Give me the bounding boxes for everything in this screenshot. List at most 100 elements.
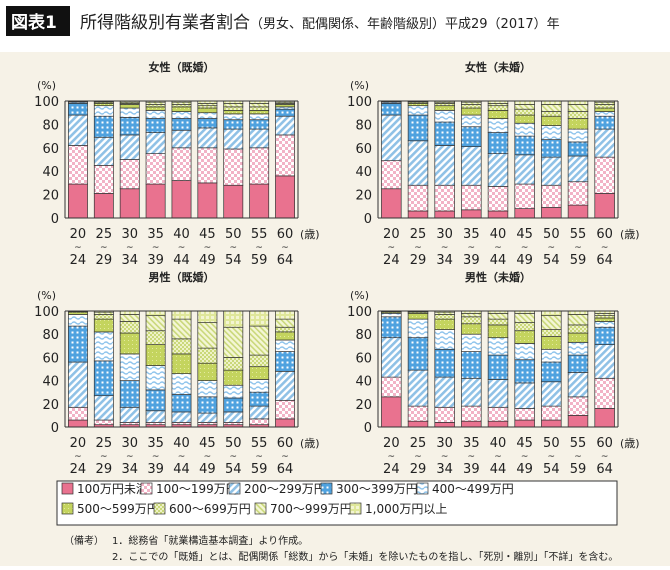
bar-segment-0 (381, 189, 401, 218)
x-axis-unit: (歳) (620, 437, 640, 450)
bar-segment-0 (435, 211, 455, 218)
bar-segment-4 (68, 314, 87, 326)
bar-segment-5 (515, 115, 535, 123)
x-tick-range-mark: ~ (574, 243, 582, 253)
legend-swatch (321, 483, 332, 494)
bar-segment-5 (224, 110, 243, 114)
bar-segment-2 (224, 412, 243, 422)
bar-segment-8 (198, 311, 217, 323)
x-tick-range-mark: ~ (281, 243, 289, 253)
bar-segment-3 (94, 116, 113, 137)
bar-segment-0 (568, 415, 588, 427)
x-tick-label-end: 29 (96, 253, 113, 268)
bar-segment-0 (595, 408, 615, 427)
x-tick-label-end: 54 (543, 253, 560, 268)
bar-segment-1 (568, 397, 588, 416)
bar-segment-6 (435, 103, 455, 105)
bar-segment-1 (381, 377, 401, 397)
bar-segment-3 (488, 355, 508, 379)
legend-item: 300～399万円 (321, 482, 418, 496)
bar-segment-6 (224, 107, 243, 111)
bar-segment-6 (595, 105, 615, 109)
bar-segment-2 (68, 115, 87, 145)
y-tick-label: 100 (34, 95, 59, 110)
legend-label: 700～999万円 (270, 502, 352, 516)
bar-segment-6 (146, 331, 165, 345)
bar-segment-0 (68, 420, 87, 427)
x-tick-range-mark: ~ (255, 243, 263, 253)
x-tick-label-start: 25 (96, 227, 113, 242)
bar-segment-1 (515, 408, 535, 420)
x-tick-label-end: 34 (121, 253, 138, 268)
x-tick-range-mark: ~ (230, 452, 238, 462)
x-tick-label-end: 39 (463, 462, 480, 477)
x-axis-unit: (歳) (620, 228, 640, 241)
x-tick-label-start: 20 (383, 436, 400, 451)
legend-item: 400～499万円 (417, 482, 514, 496)
bar-segment-6 (275, 327, 294, 332)
bar-segment-7 (224, 103, 243, 107)
bar-segment-2 (435, 377, 455, 407)
bar-segment-3 (94, 361, 113, 396)
bar-segment-5 (172, 354, 191, 374)
x-tick-label-start: 20 (383, 227, 400, 242)
bar-segment-5 (198, 363, 217, 380)
bar-segment-6 (488, 319, 508, 325)
bar-segment-4 (198, 113, 217, 119)
x-tick-label-start: 55 (570, 227, 587, 242)
x-tick-label-end: 64 (277, 253, 294, 268)
x-tick-label-end: 29 (410, 253, 427, 268)
bar-segment-0 (224, 185, 243, 218)
bar-segment-3 (275, 109, 294, 116)
bar-segment-2 (568, 372, 588, 396)
bar-segment-0 (515, 420, 535, 427)
bar-segment-6 (146, 105, 165, 107)
bar-segment-4 (94, 332, 113, 361)
bar-segment-4 (541, 349, 561, 362)
bar-segment-1 (435, 407, 455, 422)
bar-segment-2 (198, 128, 217, 148)
bar-segment-7 (146, 102, 165, 104)
bar-segment-3 (68, 103, 87, 115)
bar-segment-6 (541, 330, 561, 337)
bar-segment-3 (198, 119, 217, 128)
bar-segment-1 (541, 185, 561, 207)
x-tick-label-start: 30 (436, 227, 453, 242)
bar-segment-8 (224, 311, 243, 327)
x-tick-label-end: 54 (225, 462, 242, 477)
bar-segment-7 (595, 102, 615, 104)
bar-segment-7 (568, 314, 588, 324)
bar-segment-5 (435, 106, 455, 111)
bar-segment-4 (515, 343, 535, 359)
x-tick-label-start: 20 (70, 436, 87, 451)
bar-segment-0 (488, 421, 508, 427)
x-tick-label-end: 39 (147, 253, 164, 268)
y-tick-label: 100 (34, 305, 59, 320)
y-tick-label: 20 (355, 398, 372, 413)
bar-segment-4 (568, 129, 588, 142)
x-tick-label-end: 44 (490, 253, 507, 268)
bar-segment-7 (250, 103, 269, 107)
bar-segment-1 (94, 165, 113, 193)
legend-label: 200～299万円 (244, 482, 326, 496)
bar-segment-1 (68, 407, 87, 420)
x-tick-range-mark: ~ (601, 452, 609, 462)
legend-item: 600～699万円 (154, 502, 251, 516)
bar-segment-1 (146, 154, 165, 184)
bar-segment-1 (120, 160, 139, 189)
bar-segment-7 (172, 102, 191, 104)
y-tick-label: 0 (51, 212, 59, 227)
bar-segment-1 (595, 378, 615, 408)
bar-segment-0 (94, 193, 113, 218)
bar-segment-2 (94, 137, 113, 165)
bar-segment-6 (250, 355, 269, 367)
bar-segment-4 (172, 112, 191, 119)
legend-swatch (350, 503, 361, 514)
bar-segment-7 (515, 313, 535, 322)
bar-segment-4 (146, 366, 165, 390)
bar-segment-6 (461, 105, 481, 109)
bar-segment-5 (198, 108, 217, 113)
x-tick-label-start: 35 (463, 227, 480, 242)
y-tick-label: 40 (355, 375, 372, 390)
legend-label: 400～499万円 (432, 482, 514, 496)
